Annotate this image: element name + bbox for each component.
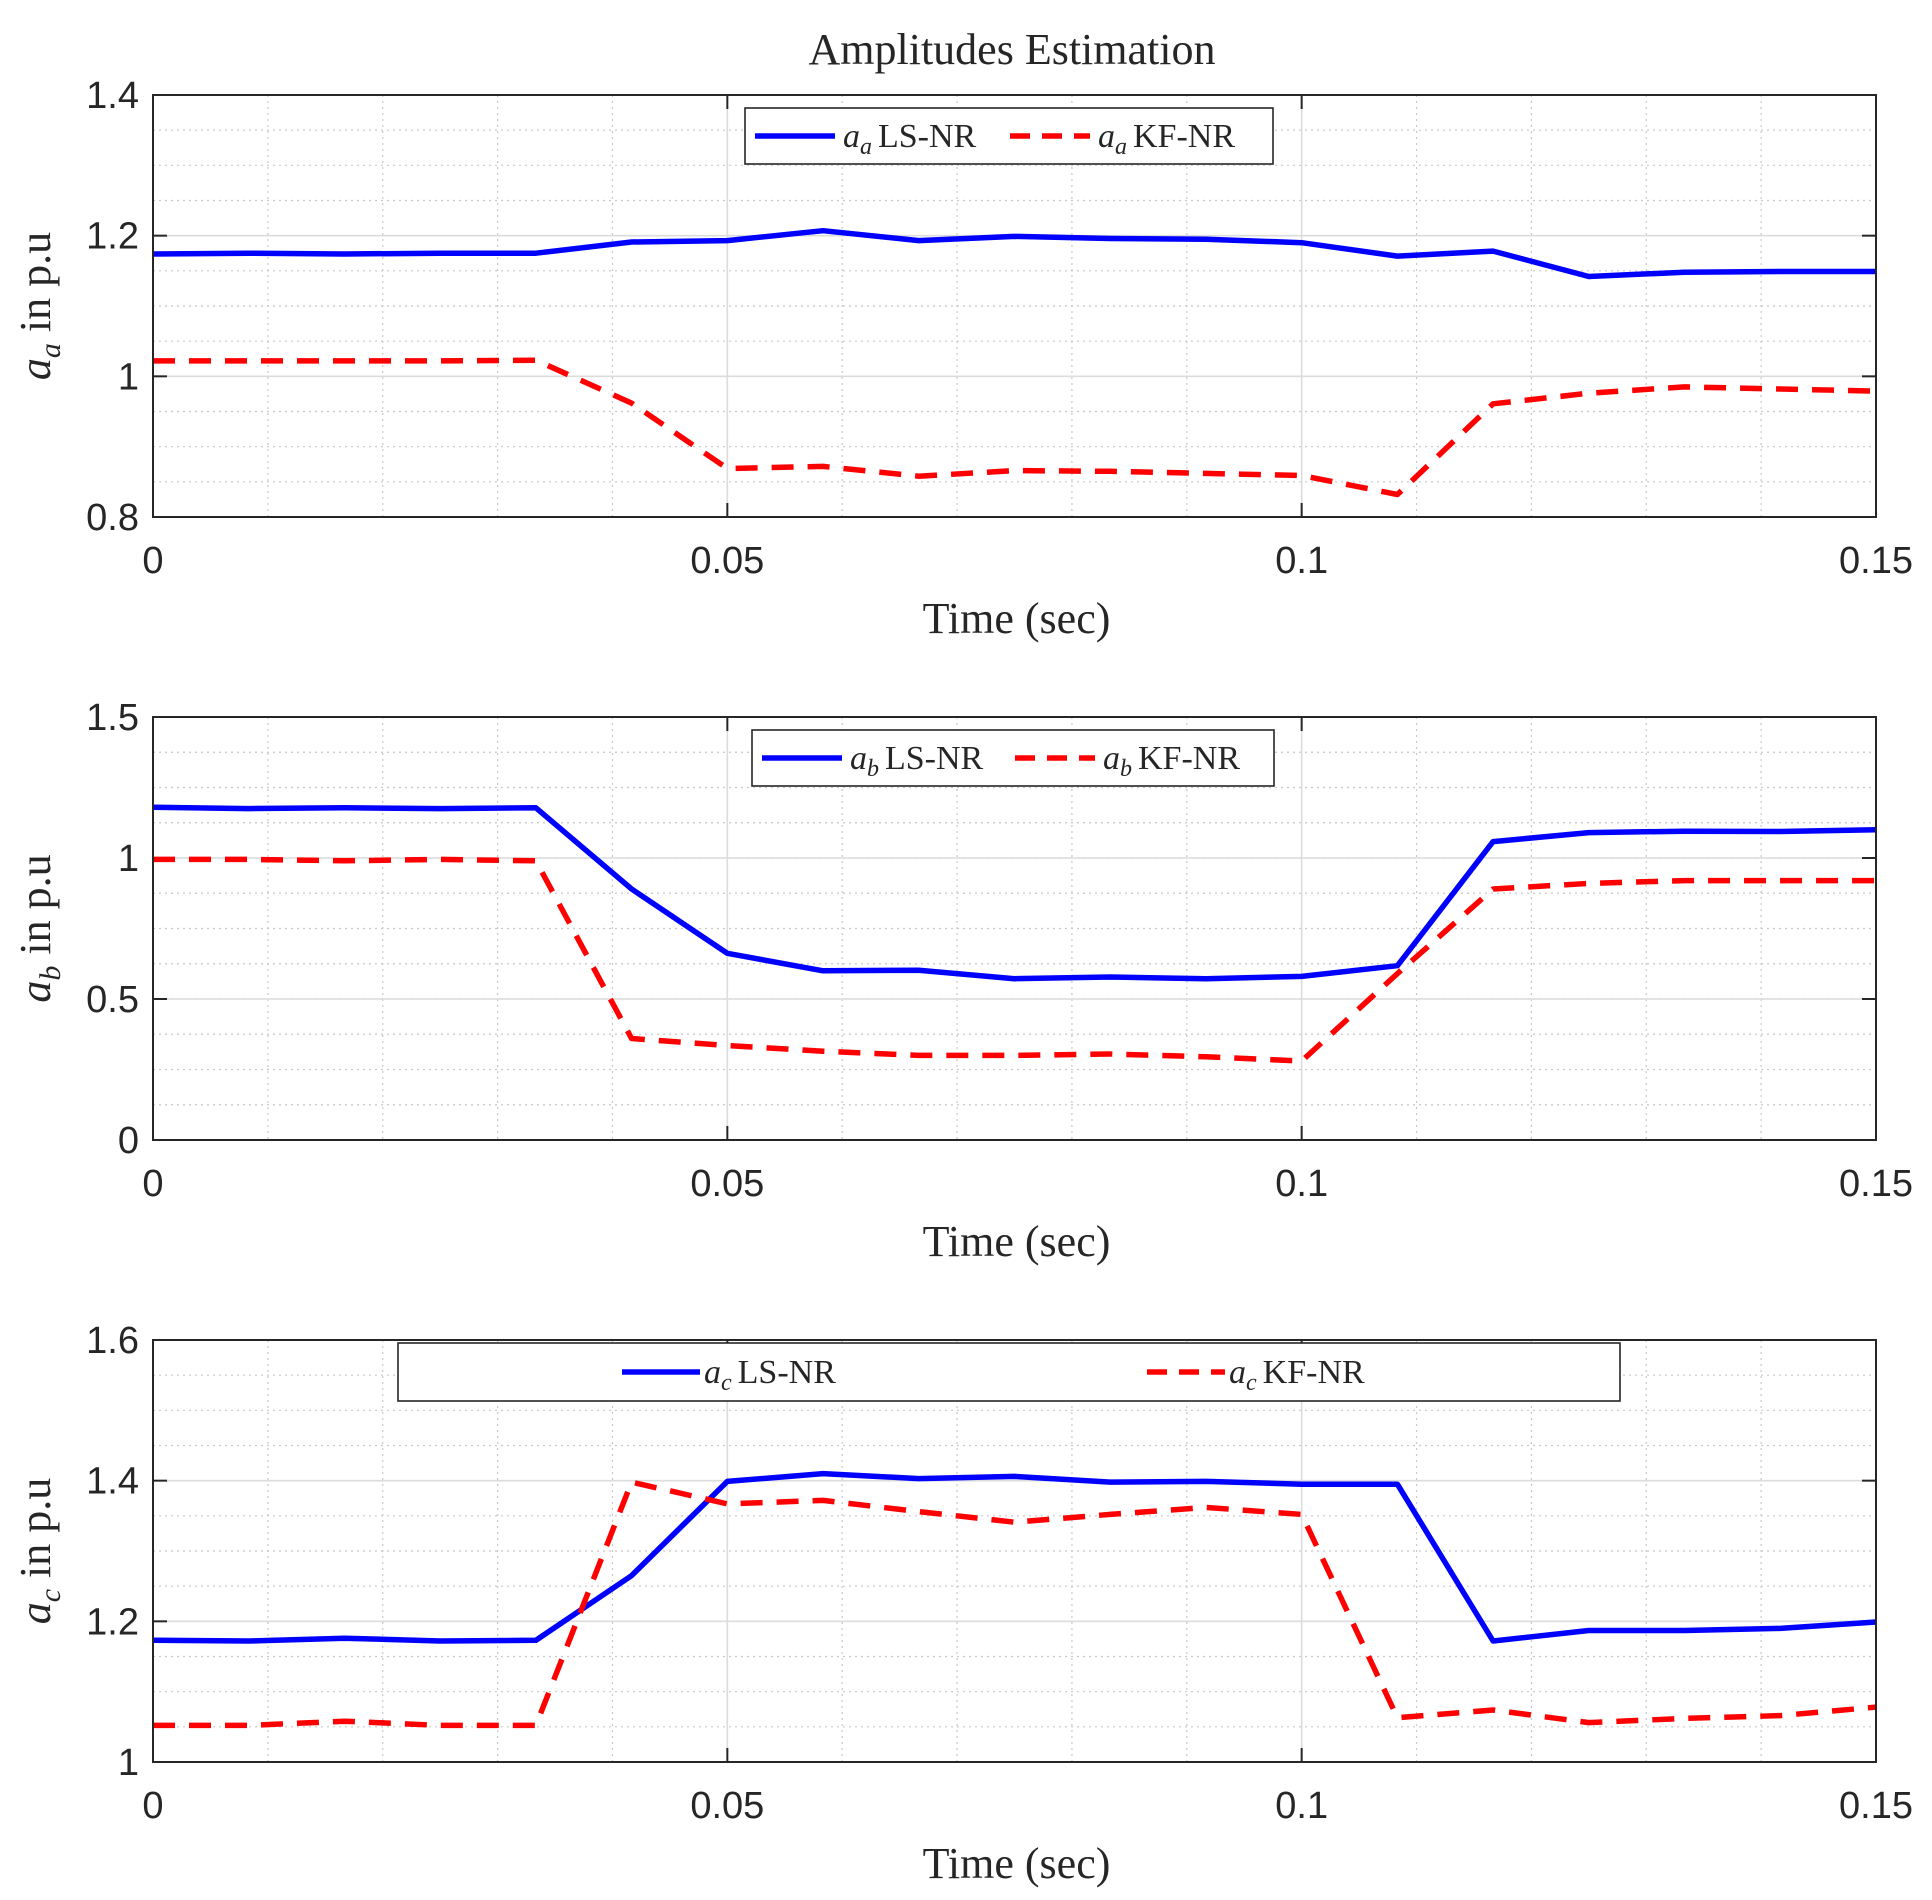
y-axis-label-symbol: a [11,981,60,1003]
legend-entry-ls-nr: ac LS-NR [704,1354,836,1396]
legend-entry-subscript: a [1115,134,1127,160]
y-tick-label: 0.8 [86,497,139,539]
y-tick-label: 1 [118,356,139,398]
y-tick-label: 1.6 [86,1320,139,1362]
x-axis-label: Time (sec) [923,1217,1111,1266]
y-axis-label-suffix: in p.u [11,232,60,343]
x-axis-label: Time (sec) [923,1839,1111,1888]
y-tick-label: 1 [118,838,139,880]
legend-box [397,1342,1621,1402]
x-tick-label: 0.05 [690,1785,764,1827]
legend-entry-label: KF-NR [1138,740,1240,777]
y-axis-label-symbol: a [11,358,60,380]
series-line-ls-nr-2 [152,804,1877,982]
y-axis-label-symbol: a [11,1602,60,1624]
x-tick-label: 0.15 [1839,1163,1913,1205]
axes-box [152,1339,1877,1763]
y-axis-label-subscript: c [34,1589,67,1602]
figure-title: Amplitudes Estimation [809,25,1216,74]
legend-entry-subscript: c [721,1370,732,1396]
legend-entry-subscript: c [1246,1370,1257,1396]
y-tick-label: 1.2 [86,216,139,258]
legend-entry-symbol: a [843,118,860,155]
legend-entry-label: LS-NR [885,740,984,777]
x-tick-label: 0 [142,540,163,582]
y-axis-label: ab in p.u [11,854,67,1002]
x-tick-label: 0.1 [1275,1785,1328,1827]
x-tick-label: 0 [142,1163,163,1205]
legend-entry-label: KF-NR [1133,118,1235,155]
legend-entry-symbol: a [1098,118,1115,155]
y-axis-label-subscript: a [34,343,67,358]
legend-entry-subscript: a [860,134,872,160]
x-axis-label: Time (sec) [923,594,1111,643]
y-tick-label: 1.5 [86,697,139,739]
y-axis-label-suffix: in p.u [11,854,60,965]
legend-entry-subscript: b [867,756,879,782]
series-line-ls-nr-3 [152,1470,1877,1644]
axes-box [152,716,1877,1141]
x-tick-label: 0.1 [1275,1163,1328,1205]
legend-entry-ls-nr: aa LS-NR [843,118,977,160]
y-axis-label-suffix: in p.u [11,1478,60,1589]
y-tick-label: 1 [118,1742,139,1784]
y-tick-label: 1.4 [86,1461,139,1503]
legend-entry-kf-nr: aa KF-NR [1098,118,1235,160]
legend: aa LS-NR aa KF-NR [744,107,1274,165]
x-tick-label: 0.05 [690,540,764,582]
x-tick-label: 0.15 [1839,540,1913,582]
legend-entry-symbol: a [704,1354,721,1391]
legend-entry-label: LS-NR [738,1354,837,1391]
legend: ac LS-NR ac KF-NR [397,1342,1621,1402]
x-tick-label: 0.05 [690,1163,764,1205]
legend-entry-symbol: a [1103,740,1120,777]
legend-entry-symbol: a [1229,1354,1246,1391]
y-axis-label: aa in p.u [11,232,67,380]
y-axis-label-subscript: b [34,966,67,981]
y-tick-label: 1.2 [86,1601,139,1643]
y-axis-label: ac in p.u [11,1478,67,1625]
legend-entry-label: KF-NR [1263,1354,1365,1391]
y-tick-label: 1.4 [86,75,139,117]
y-tick-label: 0.5 [86,979,139,1021]
series-line-kf-nr-3 [153,1479,1877,1729]
legend-entry-ls-nr: ab LS-NR [850,740,984,782]
x-tick-label: 0.15 [1839,1785,1913,1827]
x-tick-label: 0 [142,1785,163,1827]
legend: ab LS-NR ab KF-NR [751,729,1275,787]
legend-entry-kf-nr: ab KF-NR [1103,740,1240,782]
legend-entry-symbol: a [850,740,867,777]
y-tick-label: 0 [118,1120,139,1162]
axes-box [152,94,1877,518]
legend-entry-label: LS-NR [878,118,977,155]
legend-entry-subscript: b [1120,756,1132,782]
legend-entry-kf-nr: ac KF-NR [1229,1354,1365,1396]
x-tick-label: 0.1 [1275,540,1328,582]
series-line-ls-nr-1 [152,227,1876,280]
